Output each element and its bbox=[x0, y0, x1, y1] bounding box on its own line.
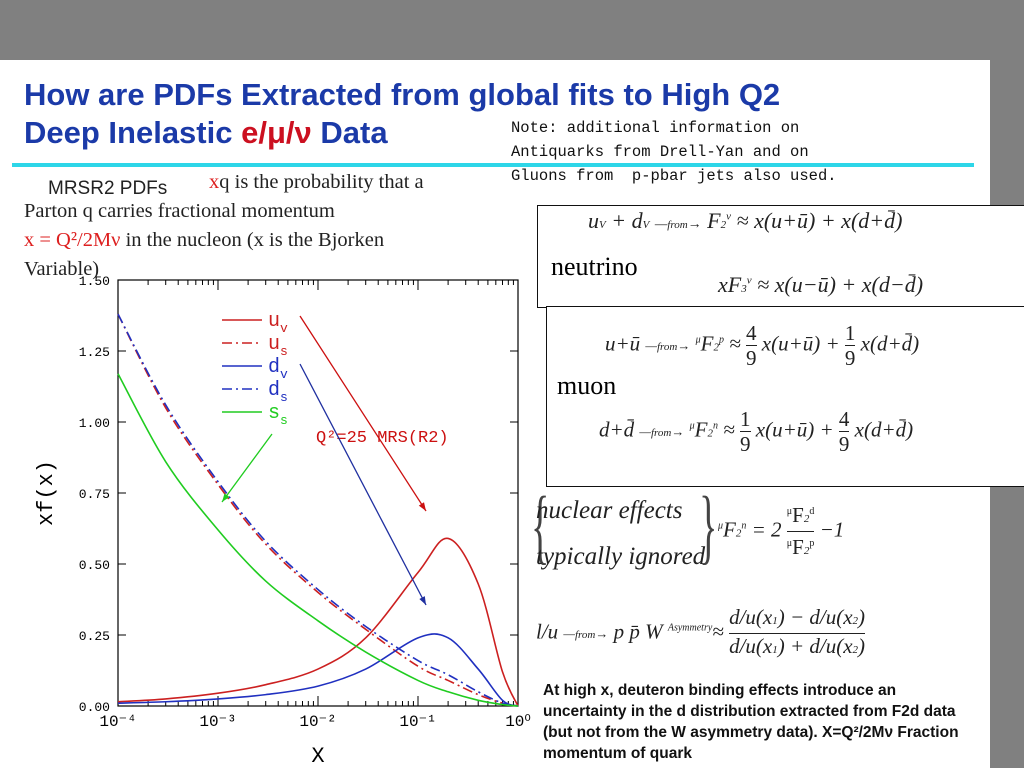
arrow-uv-head bbox=[418, 502, 426, 511]
desc-line-3: in the nucleon (x is the Bjorken bbox=[120, 229, 385, 251]
desc-bjorken: x = Q²/2Mν bbox=[24, 229, 121, 251]
pdf-chart: 0.00 0.25 0.50 0.75 1.00 1.25 1.50 10⁻⁴ 10⁻³ 10⁻²… bbox=[34, 274, 531, 768]
muon-label: muon bbox=[557, 371, 617, 400]
x-tick-label: 10⁻³ bbox=[199, 713, 236, 731]
neutrino-box: neutrino uV + dV —from→ F2ν ≈ x(u+ū) + x… bbox=[537, 205, 1024, 308]
desc-line-1: q is the probability that a bbox=[219, 171, 424, 193]
title-line-2: Deep Inelastic e/μ/ν Data bbox=[24, 114, 780, 152]
deuteron-ratio-eq: μF2n = 2 μF2d μF2p −1 bbox=[718, 500, 844, 563]
y-tick-label: 1.25 bbox=[79, 345, 110, 360]
desc-line-2: Parton q carries fractional momentum bbox=[24, 200, 335, 222]
x-tick-label: 10⁻² bbox=[299, 713, 336, 731]
x-tick-label: 10⁰ bbox=[505, 713, 531, 731]
arrow-uv bbox=[299, 315, 427, 512]
slide-title: How are PDFs Extracted from global fits … bbox=[24, 76, 780, 152]
title-line-1: How are PDFs Extracted from global fits … bbox=[24, 77, 781, 112]
title-particles: e/μ/ν bbox=[241, 115, 312, 150]
y-axis-label: xf(x) bbox=[34, 460, 59, 526]
title-line-2-a: Deep Inelastic bbox=[24, 115, 242, 150]
series-d-s bbox=[117, 313, 519, 707]
nuclear-line-1: nuclear effects bbox=[536, 497, 683, 524]
legend-label-s-s: ss bbox=[268, 402, 288, 428]
series-u-v bbox=[117, 537, 519, 707]
deuteron-note: At high x, deuteron binding effects intr… bbox=[543, 682, 959, 762]
description: xq is the probability that a Parton q ca… bbox=[24, 168, 524, 284]
title-divider bbox=[12, 163, 974, 167]
y-tick-label: 1.50 bbox=[79, 274, 110, 289]
x-tick-label: 10⁻⁴ bbox=[99, 713, 136, 731]
desc-line-4: Variable) bbox=[24, 258, 100, 280]
x-tick-label: 10⁻¹ bbox=[399, 713, 436, 731]
right-brace: } bbox=[699, 480, 718, 573]
y-tick-label: 0.25 bbox=[79, 629, 110, 644]
neutrino-eq-f2: uV + dV —from→ F2ν ≈ x(u+ū) + x(d+d̄) bbox=[588, 208, 903, 233]
nuclear-effects-note: nuclear effects typically ignored bbox=[536, 488, 705, 580]
nuclear-line-2: typically ignored bbox=[536, 543, 706, 570]
x-axis-label: X bbox=[311, 744, 324, 768]
y-tick-label: 0.75 bbox=[79, 487, 110, 502]
left-brace: { bbox=[531, 480, 550, 573]
chart-annotation: Q²=25 MRS(R2) bbox=[316, 429, 449, 448]
y-tick-label: 0.00 bbox=[79, 700, 110, 715]
w-asymmetry-eq: l/u —from→ p p̄ W Asymmetry≈ d/u(x1) − d… bbox=[536, 605, 866, 658]
desc-x: x bbox=[209, 171, 220, 193]
title-line-2-c: Data bbox=[311, 115, 388, 150]
series-u-s bbox=[117, 313, 519, 707]
y-tick-label: 0.50 bbox=[79, 558, 110, 573]
neutrino-label: neutrino bbox=[551, 252, 638, 281]
arrow-dv bbox=[299, 363, 427, 606]
neutrino-eq-f3: xF3ν ≈ x(u−ū) + x(d−d̄) bbox=[718, 272, 924, 297]
mrsr-label: MRSR2 PDFs bbox=[48, 178, 168, 199]
arrow-dv-head bbox=[419, 596, 426, 605]
arrow-ss bbox=[221, 433, 273, 503]
series-d-v bbox=[117, 633, 519, 707]
y-tick-label: 1.00 bbox=[79, 416, 110, 431]
note-text: Note: additional information on Antiquar… bbox=[511, 119, 837, 185]
arrow-ss-head bbox=[222, 493, 230, 502]
series-s-s bbox=[117, 373, 519, 707]
